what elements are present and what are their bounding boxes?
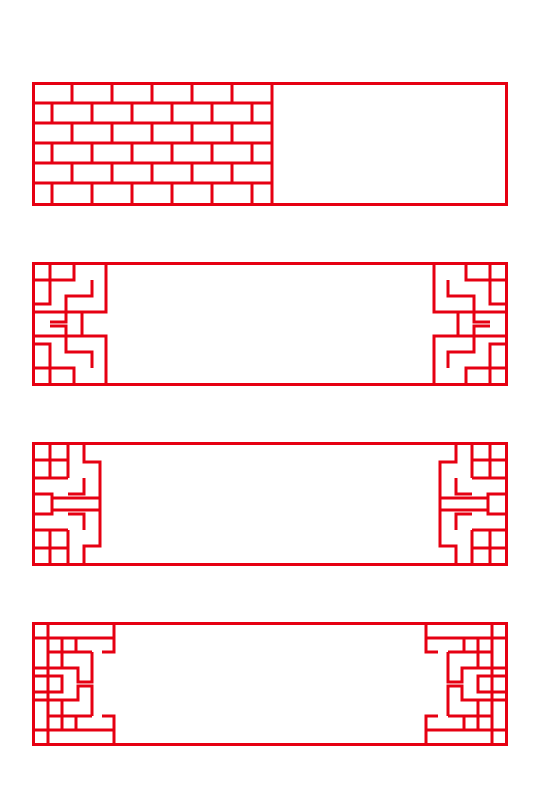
frame-greek-1: [32, 262, 508, 386]
lattice-svg: [32, 82, 508, 206]
frame-greek-3: [32, 622, 508, 746]
frame-lattice-brick: [32, 82, 508, 206]
greek2-svg: [32, 442, 508, 566]
frame-greek-2: [32, 442, 508, 566]
greek3-svg: [32, 622, 508, 746]
greek1-svg: [32, 262, 508, 386]
